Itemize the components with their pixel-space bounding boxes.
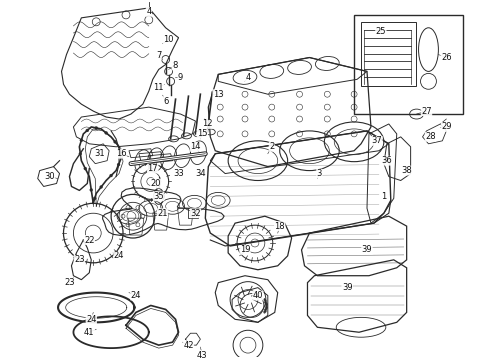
Bar	[354, 15, 463, 114]
Text: 19: 19	[240, 246, 250, 255]
Circle shape	[86, 129, 89, 132]
Circle shape	[117, 163, 120, 166]
Text: 43: 43	[197, 351, 208, 360]
Circle shape	[114, 140, 117, 143]
Text: 33: 33	[173, 169, 184, 178]
Text: 24: 24	[131, 291, 141, 300]
Text: 20: 20	[150, 179, 161, 188]
Text: 38: 38	[401, 166, 412, 175]
Text: 36: 36	[381, 156, 392, 165]
Text: 41: 41	[84, 328, 95, 337]
Text: 4: 4	[245, 73, 250, 82]
Text: 31: 31	[94, 149, 104, 158]
Circle shape	[79, 152, 82, 155]
Text: 16: 16	[116, 149, 126, 158]
Text: 26: 26	[441, 53, 452, 62]
Text: 4: 4	[146, 8, 151, 17]
Circle shape	[80, 139, 83, 142]
Bar	[361, 22, 416, 86]
Bar	[191, 210, 196, 216]
Text: 7: 7	[156, 51, 161, 60]
Text: 12: 12	[202, 120, 213, 129]
Text: 32: 32	[190, 209, 201, 218]
Text: 13: 13	[213, 90, 223, 99]
Bar	[189, 208, 198, 218]
Text: 28: 28	[425, 132, 436, 141]
Text: 24: 24	[86, 315, 97, 324]
Text: 23: 23	[64, 278, 75, 287]
Text: 14: 14	[190, 142, 201, 151]
Circle shape	[105, 131, 108, 134]
Text: 24: 24	[114, 251, 124, 260]
Text: 30: 30	[44, 172, 55, 181]
Text: 9: 9	[178, 73, 183, 82]
Circle shape	[84, 167, 87, 170]
Circle shape	[110, 174, 113, 177]
Circle shape	[90, 188, 93, 192]
Circle shape	[99, 185, 103, 188]
Text: 3: 3	[317, 169, 322, 178]
Text: 39: 39	[362, 246, 372, 255]
Text: 25: 25	[376, 27, 386, 36]
Text: 2: 2	[269, 142, 274, 151]
Text: 21: 21	[157, 209, 168, 218]
Text: 8: 8	[172, 61, 177, 70]
Text: 10: 10	[163, 35, 174, 44]
Text: 35: 35	[153, 192, 164, 201]
Text: 23: 23	[74, 255, 85, 264]
Text: 15: 15	[197, 129, 208, 138]
Text: 34: 34	[195, 169, 206, 178]
Text: 22: 22	[84, 235, 95, 244]
Text: 1: 1	[381, 192, 387, 201]
Circle shape	[95, 126, 98, 130]
Text: 17: 17	[147, 164, 158, 173]
Text: 27: 27	[421, 107, 432, 116]
Circle shape	[93, 197, 96, 200]
Text: 40: 40	[253, 291, 263, 300]
Text: 18: 18	[274, 222, 285, 231]
Text: 42: 42	[183, 341, 194, 350]
Text: 11: 11	[153, 83, 164, 92]
Text: 37: 37	[371, 136, 382, 145]
Text: 29: 29	[441, 122, 452, 131]
Text: 39: 39	[342, 283, 352, 292]
Text: 6: 6	[163, 97, 169, 106]
Circle shape	[119, 151, 122, 154]
